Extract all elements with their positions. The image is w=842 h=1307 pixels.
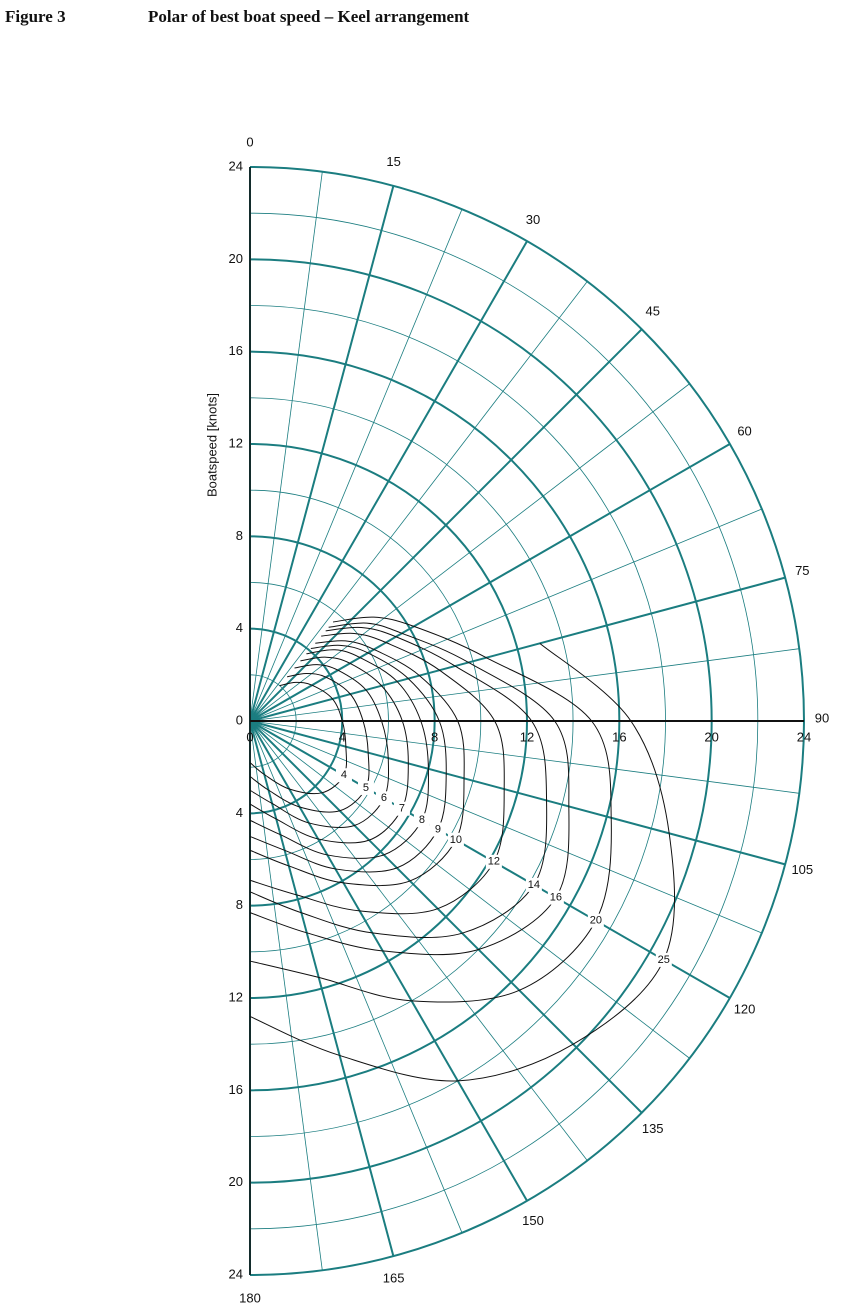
r-tick-label: 24 [229, 1266, 243, 1281]
curves [249, 616, 676, 1082]
curve-label-bg [375, 791, 392, 806]
angle-label: 0 [246, 134, 253, 149]
curve-label: 4 [341, 769, 347, 781]
angle-label: 120 [734, 1001, 756, 1016]
r-tick-label: 24 [229, 158, 243, 173]
angle-label: 180 [239, 1290, 261, 1305]
grid-ray-minor [249, 508, 762, 722]
polar-curve [249, 644, 447, 873]
grid-ray-major [249, 720, 786, 866]
y-axis-label: Boatspeed [knots] [204, 393, 219, 497]
angle-label: 60 [737, 423, 751, 438]
r-tick-label: 16 [229, 1082, 243, 1097]
polar-curve [249, 673, 370, 813]
curve-label-bg [447, 832, 464, 847]
grid-ray-major [249, 720, 643, 1114]
grid-ray-minor [249, 171, 323, 722]
angle-label: 135 [642, 1121, 664, 1136]
angle-label: 165 [383, 1271, 405, 1286]
grid-ray-minor [249, 720, 800, 794]
grid-ray-minor [249, 281, 588, 722]
r-tick-label: 20 [704, 729, 718, 744]
curve-label: 14 [528, 879, 540, 891]
grid-ray-minor [249, 720, 762, 934]
r-tick-label: 8 [431, 729, 438, 744]
grid [249, 166, 805, 1276]
polar-curve [249, 616, 612, 1003]
r-tick-label: 8 [236, 528, 243, 543]
polar-curve [249, 656, 409, 844]
grid-ray-major [249, 443, 731, 722]
curve-label: 5 [363, 782, 369, 794]
r-tick-label: 12 [520, 729, 534, 744]
r-tick-label: 20 [229, 251, 243, 266]
grid-ray-major [249, 240, 528, 722]
curve-label-bg [413, 813, 430, 828]
curve-label-bg [485, 854, 502, 869]
angle-label: 150 [522, 1213, 544, 1228]
grid-ray-major [249, 720, 395, 1257]
labels: 0153045607590105120135150165180004448881… [229, 134, 830, 1305]
curve-label-bg [429, 822, 446, 837]
curve-label-bg [655, 952, 672, 967]
grid-ray-minor [249, 720, 323, 1271]
curve-label: 25 [658, 954, 670, 966]
polar-curve [249, 649, 429, 859]
angle-label: 30 [526, 212, 540, 227]
curve-label-bg [335, 768, 352, 783]
grid-ray-minor [249, 209, 463, 722]
grid-ray-minor [249, 648, 800, 722]
curve-label: 9 [435, 823, 441, 835]
r-tick-label: 0 [236, 712, 243, 727]
curve-label: 16 [550, 891, 562, 903]
r-tick-label: 4 [236, 805, 243, 820]
curve-label-bg [547, 890, 564, 905]
polar-curve [249, 642, 676, 1082]
polar-curve [249, 681, 348, 795]
r-tick-label: 16 [612, 729, 626, 744]
curve-label-bg [525, 877, 542, 892]
grid-ray-major [249, 576, 786, 722]
curve-label: 10 [450, 834, 462, 846]
polar-curve [249, 664, 390, 828]
grid-ray-minor [249, 720, 588, 1161]
polar-curve [249, 622, 570, 956]
angle-label: 15 [386, 154, 400, 169]
r-tick-label: 16 [229, 343, 243, 358]
r-tick-label: 20 [229, 1174, 243, 1189]
curve-label: 7 [399, 803, 405, 815]
figure-label: Figure 3 [5, 7, 66, 26]
r-tick-label: 24 [797, 729, 811, 744]
r-tick-label: 4 [339, 729, 346, 744]
grid-ray-major [249, 185, 395, 722]
grid-ray-minor [249, 720, 463, 1233]
curve-label-bg [393, 801, 410, 816]
curve-label-bg [357, 780, 374, 795]
angle-label: 75 [795, 563, 809, 578]
r-tick-label: 8 [236, 897, 243, 912]
grid-ray-major [249, 720, 528, 1202]
r-tick-label: 12 [229, 989, 243, 1004]
r-tick-label: 12 [229, 435, 243, 450]
angle-label: 45 [645, 304, 659, 319]
r-tick-label: 4 [236, 620, 243, 635]
chart-title: Polar of best boat speed – Keel arrangem… [148, 7, 470, 26]
r-tick-label: 0 [246, 729, 253, 744]
grid-ray-major [249, 328, 643, 722]
angle-label: 90 [815, 710, 829, 725]
curve-label-bg [587, 913, 604, 928]
curve-label: 12 [488, 856, 500, 868]
curve-label: 20 [590, 915, 602, 927]
angle-label: 105 [791, 862, 813, 877]
curve-label: 8 [419, 814, 425, 826]
polar-curve [249, 640, 465, 887]
curve-label: 6 [381, 792, 387, 804]
polar-curve [249, 632, 505, 915]
polar-curve [249, 626, 548, 939]
